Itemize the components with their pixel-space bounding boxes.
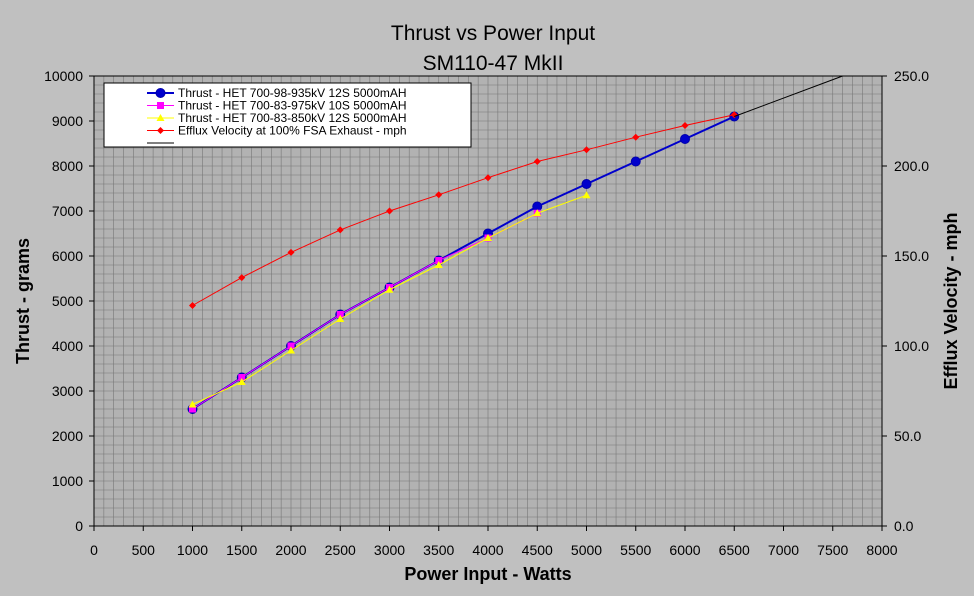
x-tick-label: 6000 bbox=[669, 542, 700, 558]
series-line bbox=[734, 75, 843, 117]
chart-subtitle: SM110-47 MkII bbox=[423, 52, 564, 75]
data-point bbox=[386, 207, 393, 215]
x-tick-label: 7500 bbox=[817, 542, 848, 558]
x-tick-label: 8000 bbox=[866, 542, 897, 558]
data-point bbox=[287, 342, 295, 350]
plot-area bbox=[93, 75, 883, 527]
x-tick-label: 1000 bbox=[177, 542, 208, 558]
data-point bbox=[189, 405, 196, 413]
data-point bbox=[287, 248, 295, 256]
y-tick-label: 4000 bbox=[52, 338, 83, 354]
series-2 bbox=[188, 191, 591, 408]
data-point bbox=[238, 274, 246, 282]
data-point bbox=[287, 346, 295, 354]
x-tick-label: 0 bbox=[90, 542, 98, 558]
data-point bbox=[336, 226, 344, 234]
x-tick-label: 2500 bbox=[325, 542, 356, 558]
data-point bbox=[385, 285, 394, 293]
data-point bbox=[435, 257, 443, 264]
x-tick-label: 4000 bbox=[472, 542, 503, 558]
y2-tick-label: 100.0 bbox=[894, 338, 929, 354]
data-point bbox=[189, 302, 196, 309]
y2-tick-label: 250.0 bbox=[894, 68, 929, 84]
data-point bbox=[434, 261, 443, 268]
x-tick-label: 7000 bbox=[768, 542, 799, 558]
legend-marker bbox=[155, 88, 166, 98]
series-4 bbox=[734, 75, 843, 117]
series-3 bbox=[189, 111, 738, 309]
data-point bbox=[582, 191, 591, 199]
x-tick-label: 3500 bbox=[423, 542, 454, 558]
data-point bbox=[533, 209, 542, 217]
legend-label: Thrust - HET 700-83-850kV 12S 5000mAH bbox=[178, 111, 407, 125]
y2-tick-label: 150.0 bbox=[894, 248, 929, 264]
chart-title: Thrust vs Power Input bbox=[391, 22, 595, 45]
legend: Thrust - HET 700-98-935kV 12S 5000mAHThr… bbox=[103, 82, 472, 148]
data-point bbox=[533, 158, 541, 165]
y2-axis-ticks: 0.0 50.0 100.0 150.0 200.0 250.0 bbox=[882, 68, 929, 534]
data-point bbox=[336, 315, 345, 322]
data-point bbox=[188, 400, 197, 408]
y-tick-label: 8000 bbox=[52, 158, 83, 174]
x-tick-label: 5000 bbox=[571, 542, 602, 558]
y2-tick-label: 0.0 bbox=[894, 518, 914, 534]
y-tick-label: 9000 bbox=[52, 113, 83, 129]
x-axis-title: Power Input - Watts bbox=[404, 564, 571, 584]
x-tick-label: 6500 bbox=[719, 542, 750, 558]
y-tick-label: 10000 bbox=[44, 68, 83, 84]
data-point bbox=[581, 179, 592, 189]
data-point bbox=[336, 311, 344, 318]
data-point bbox=[680, 134, 690, 144]
y-tick-label: 2000 bbox=[52, 428, 83, 444]
y-tick-label: 6000 bbox=[52, 248, 83, 264]
data-point bbox=[484, 174, 492, 182]
series-line bbox=[192, 114, 735, 306]
legend-marker bbox=[157, 127, 164, 134]
y-tick-label: 5000 bbox=[52, 293, 83, 309]
x-tick-label: 500 bbox=[132, 542, 156, 558]
legend-label: Thrust - HET 700-83-975kV 10S 5000mAH bbox=[178, 99, 407, 113]
data-point bbox=[583, 146, 590, 154]
y-tick-label: 3000 bbox=[52, 383, 83, 399]
series-line bbox=[192, 212, 538, 410]
y-tick-label: 1000 bbox=[52, 473, 83, 489]
data-point bbox=[730, 111, 738, 119]
data-point bbox=[681, 122, 689, 129]
y2-axis-title: Efflux Velocity - mph bbox=[941, 212, 961, 389]
data-point bbox=[484, 234, 492, 241]
gridlines bbox=[94, 76, 882, 526]
legend-label: Efflux Velocity at 100% FSA Exhaust - mp… bbox=[178, 124, 407, 138]
x-tick-label: 1500 bbox=[226, 542, 257, 558]
data-point bbox=[237, 378, 246, 385]
x-tick-label: 3000 bbox=[374, 542, 405, 558]
data-point bbox=[238, 374, 246, 381]
y-axis-title: Thrust - grams bbox=[13, 238, 33, 364]
data-point bbox=[630, 156, 641, 167]
x-tick-label: 4500 bbox=[522, 542, 553, 558]
x-tick-label: 2000 bbox=[275, 542, 306, 558]
data-point bbox=[632, 133, 640, 141]
legend-marker bbox=[157, 102, 164, 109]
x-axis-ticks: 0 500 1000 1500 2000 2500 3000 3500 4000 4500 5000… bbox=[90, 526, 898, 558]
y2-tick-label: 50.0 bbox=[894, 428, 921, 444]
y-tick-label: 7000 bbox=[52, 203, 83, 219]
legend-label: Thrust - HET 700-98-935kV 12S 5000mAH bbox=[178, 86, 407, 100]
data-point bbox=[435, 191, 443, 199]
y-axis-ticks: 0 1000 2000 3000 4000 5000 6000 7000 8000 9000 100… bbox=[44, 68, 94, 534]
series-layer bbox=[187, 75, 843, 414]
x-tick-label: 5500 bbox=[620, 542, 651, 558]
y-tick-label: 0 bbox=[75, 518, 83, 534]
y2-tick-label: 200.0 bbox=[894, 158, 929, 174]
legend-marker bbox=[156, 114, 165, 121]
